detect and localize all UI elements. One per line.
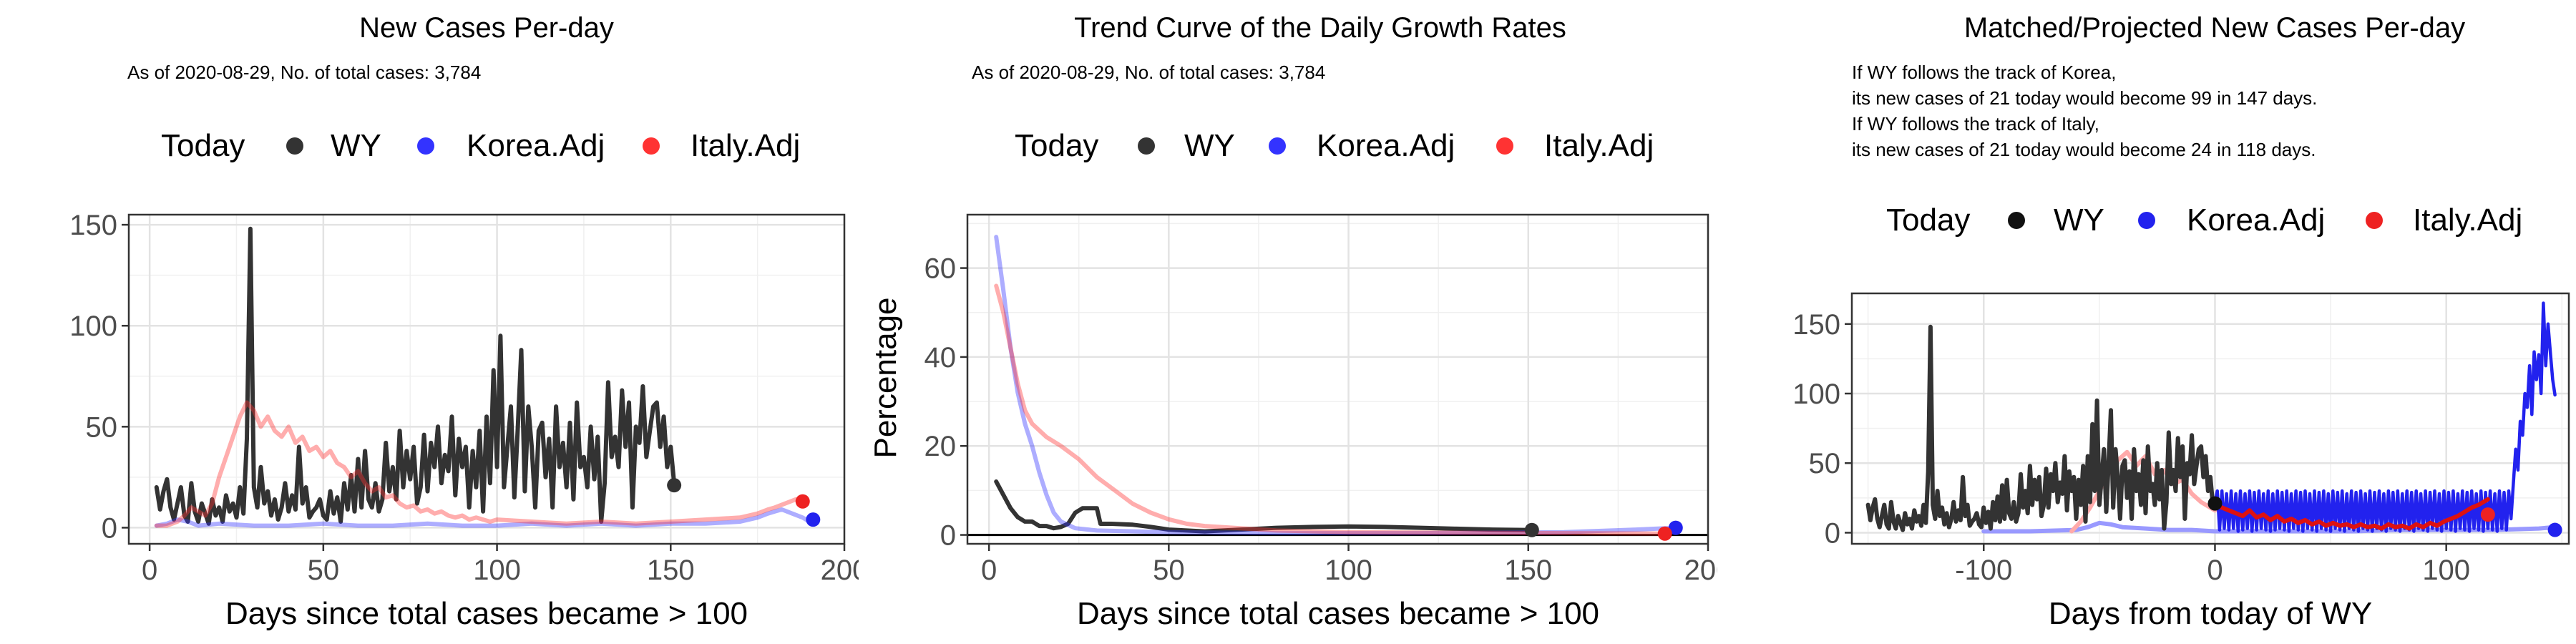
plot-border <box>966 213 1709 545</box>
plot-area: 0 50 100 150 200 0 50 100 150 <box>69 210 859 586</box>
today-point-korea-adj <box>1668 520 1683 535</box>
chart-new-cases-per-day: New Cases Per-day As of 2020-08-29, No. … <box>69 12 859 631</box>
x-tick-label: 150 <box>647 555 695 586</box>
annotation-line-4: its new cases of 21 today would become 2… <box>1852 139 2316 160</box>
series-line-italy-adj <box>994 283 1667 536</box>
series-line-wy <box>994 479 1534 534</box>
today-point-italy-adj <box>2480 507 2495 522</box>
y-tick-label: 100 <box>1792 379 1840 410</box>
plot-border <box>127 213 846 545</box>
annotation-line-3: If WY follows the track of Italy, <box>1852 113 2099 135</box>
plot-area: -100 0 100 0 50 100 150 <box>1792 292 2570 586</box>
chart-subtitle: As of 2020-08-29, No. of total cases: 3,… <box>972 62 1325 83</box>
x-tick-label: 0 <box>142 555 157 586</box>
legend-title: Today <box>1015 128 1098 163</box>
x-tick-label: 200 <box>821 555 859 586</box>
legend-key-korea <box>2138 212 2155 229</box>
chart-title: Trend Curve of the Daily Growth Rates <box>1074 12 1566 44</box>
legend-label-korea: Korea.Adj <box>2187 203 2325 238</box>
legend-title: Today <box>161 128 245 163</box>
legend-key-wy <box>1138 137 1155 155</box>
y-tick-label: 20 <box>924 431 957 462</box>
legend: Today WY Korea.Adj Italy.Adj <box>161 128 800 163</box>
annotation-line-2: its new cases of 21 today would become 9… <box>1852 87 2317 109</box>
legend-key-korea <box>417 137 434 155</box>
y-tick-label: 0 <box>102 512 117 544</box>
series-line-italy-adj <box>154 400 805 528</box>
today-point-wy <box>667 478 682 493</box>
series-line-wy <box>154 226 677 526</box>
series-line-wy <box>1865 324 2218 532</box>
x-tick-label: -100 <box>1955 555 2012 586</box>
x-tick-label: 50 <box>308 555 340 586</box>
series-line-korea-adj <box>994 235 1678 536</box>
y-tick-label: 0 <box>1825 517 1840 549</box>
x-tick-label: 0 <box>981 555 997 586</box>
y-tick-label: 100 <box>69 311 117 342</box>
legend-label-korea: Korea.Adj <box>1317 128 1455 163</box>
legend-key-italy <box>2366 212 2383 229</box>
x-tick-label: 0 <box>2207 555 2223 586</box>
x-axis-label: Days since total cases became > 100 <box>225 596 748 631</box>
y-tick-label: 60 <box>924 253 957 285</box>
series-line-korea-adj <box>154 507 812 528</box>
legend-label-italy: Italy.Adj <box>2413 203 2522 238</box>
y-tick-label: 150 <box>69 210 117 241</box>
y-tick-label: 0 <box>940 520 956 552</box>
legend: Today WY Korea.Adj Italy.Adj <box>1886 203 2522 238</box>
plot-background <box>967 215 1708 544</box>
y-axis-label: Percentage <box>868 297 903 458</box>
legend: Today WY Korea.Adj Italy.Adj <box>1015 128 1654 163</box>
x-tick-label: 200 <box>1684 555 1717 586</box>
x-tick-label: 100 <box>1324 555 1372 586</box>
plot-area: 0 50 100 150 200 0 20 40 60 <box>924 213 1717 586</box>
series-line-korea-adj <box>2213 301 2557 533</box>
y-tick-label: 150 <box>1792 309 1840 341</box>
y-tick-label: 40 <box>924 342 957 374</box>
chart-title: New Cases Per-day <box>359 12 614 44</box>
legend-title: Today <box>1886 203 1970 238</box>
x-axis-label: Days since total cases became > 100 <box>1077 596 1599 631</box>
legend-label-wy: WY <box>331 128 381 163</box>
legend-label-italy: Italy.Adj <box>1544 128 1654 163</box>
today-point-korea-adj <box>806 512 821 527</box>
legend-key-italy <box>1496 137 1513 155</box>
chart-subtitle: As of 2020-08-29, No. of total cases: 3,… <box>127 62 481 83</box>
x-axis-label: Days from today of WY <box>2049 596 2372 631</box>
legend-key-italy <box>643 137 660 155</box>
legend-key-korea <box>1269 137 1286 155</box>
x-tick-label: 50 <box>1153 555 1185 586</box>
today-point-korea-adj <box>2547 522 2562 537</box>
chart-matched-projected: Matched/Projected New Cases Per-day If W… <box>1792 12 2570 631</box>
legend-key-wy <box>286 137 303 155</box>
x-tick-label: 100 <box>2422 555 2470 586</box>
x-tick-label: 150 <box>1504 555 1552 586</box>
today-point-italy-adj <box>1657 526 1672 541</box>
legend-key-wy <box>2008 212 2025 229</box>
chart-title: Matched/Projected New Cases Per-day <box>1964 12 2465 44</box>
y-tick-label: 50 <box>86 411 118 443</box>
legend-label-italy: Italy.Adj <box>691 128 800 163</box>
series-line-italy-adj <box>2212 497 2490 531</box>
legend-label-wy: WY <box>1184 128 1235 163</box>
today-point-wy <box>1524 522 1539 537</box>
legend-label-wy: WY <box>2054 203 2104 238</box>
plot-border <box>1850 292 2570 545</box>
chart-daily-growth-rates: Trend Curve of the Daily Growth Rates As… <box>868 12 1717 631</box>
x-tick-label: 100 <box>473 555 521 586</box>
today-point-wy <box>2207 496 2223 511</box>
y-tick-label: 50 <box>1809 448 1841 479</box>
annotation-line-1: If WY follows the track of Korea, <box>1852 62 2116 83</box>
legend-label-korea: Korea.Adj <box>467 128 605 163</box>
today-point-italy-adj <box>795 494 810 509</box>
